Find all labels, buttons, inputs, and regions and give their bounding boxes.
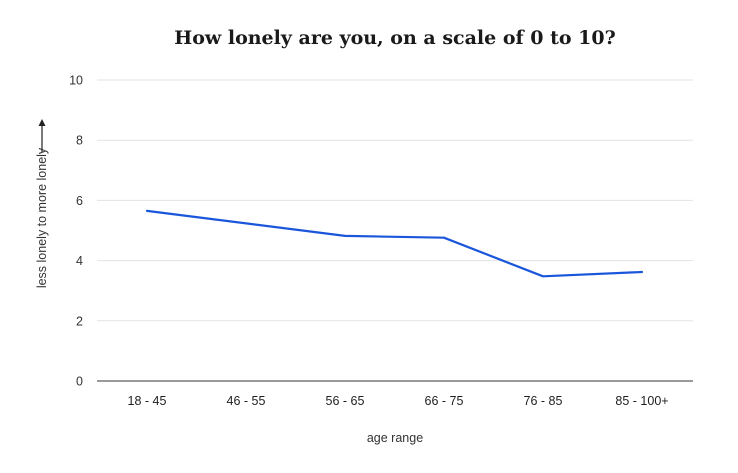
x-axis-ticks: 18 - 45 46 - 55 56 - 65 66 - 75 76 - 85 85 - … (128, 394, 669, 408)
x-tick-label: 18 - 45 (128, 394, 167, 408)
y-tick-label: 4 (76, 254, 83, 268)
y-axis-label-group: less lonely to more lonely (35, 147, 49, 288)
arrow-up-icon (38, 119, 46, 152)
x-tick-label: 66 - 75 (425, 394, 464, 408)
y-tick-label: 10 (69, 74, 83, 88)
y-tick-label: 0 (76, 375, 83, 389)
y-tick-label: 6 (76, 194, 83, 208)
x-tick-label: 85 - 100+ (615, 394, 668, 408)
y-axis-ticks: 0 2 4 6 8 10 (69, 74, 83, 389)
x-axis-label: age range (367, 431, 423, 445)
x-tick-label: 76 - 85 (524, 394, 563, 408)
gridlines (97, 79, 693, 322)
series-layer (145, 209, 644, 278)
y-tick-label: 2 (76, 314, 83, 328)
chart-title: How lonely are you, on a scale of 0 to 1… (174, 27, 616, 49)
y-axis-label: less lonely to more lonely (35, 147, 49, 288)
x-tick-label: 56 - 65 (326, 394, 365, 408)
x-tick-label: 46 - 55 (227, 394, 266, 408)
y-tick-label: 8 (76, 134, 83, 148)
series-line (145, 209, 644, 278)
